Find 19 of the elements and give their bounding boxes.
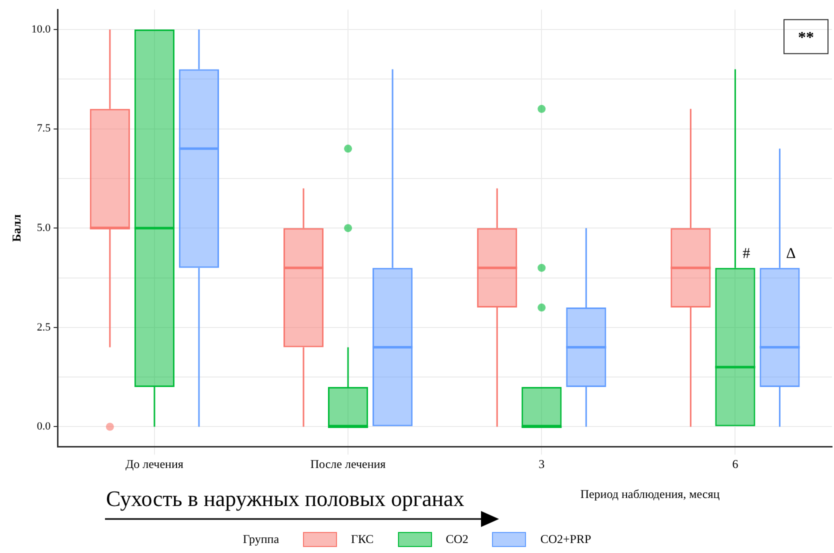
- y-tick-label: 0.0: [36, 420, 52, 433]
- y-tick-label: 5.0: [36, 222, 52, 234]
- annotation: **: [798, 30, 814, 47]
- y-axis-title: Балл: [9, 214, 24, 242]
- y-tick-label: 10.0: [31, 23, 52, 36]
- text: Сухость в наружных половых органах: [106, 486, 464, 512]
- x-axis-title: Период наблюдения, месяц: [579, 487, 721, 502]
- x-tick-label: 3: [538, 456, 545, 471]
- annotation: Δ: [786, 246, 796, 262]
- x-tick-label: До лечения: [125, 456, 184, 471]
- annotation: #: [742, 246, 751, 262]
- x-tick-label: После лечения: [310, 456, 386, 471]
- legend-label: CO2: [446, 532, 468, 547]
- legend-label: CO2+PRP: [540, 532, 592, 547]
- legend-title: Группа: [242, 532, 280, 547]
- y-tick-label: 2.5: [36, 321, 52, 334]
- y-tick-label: 7.5: [36, 122, 52, 135]
- x-tick-label: 6: [732, 456, 738, 471]
- legend-label: ГКС: [351, 532, 374, 547]
